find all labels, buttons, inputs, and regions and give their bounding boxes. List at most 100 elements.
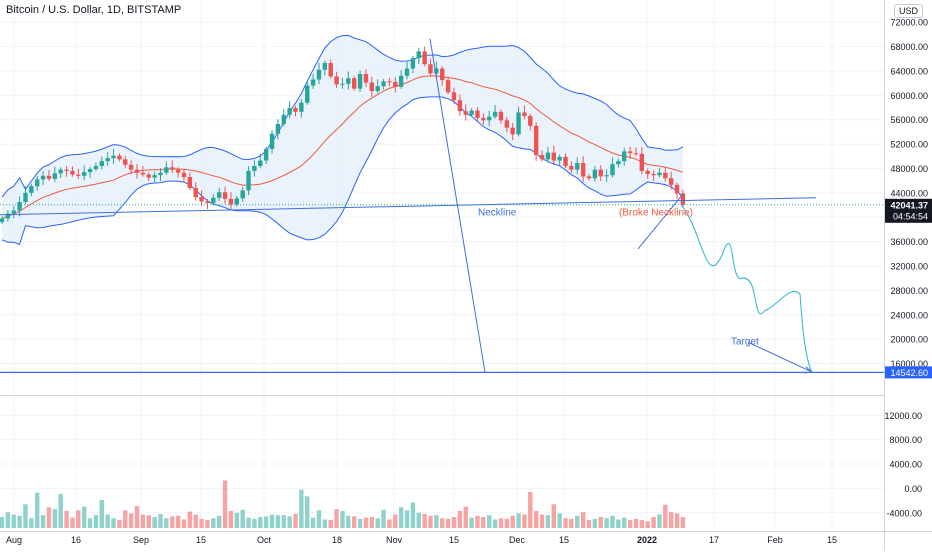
candle: [5, 210, 11, 222]
candle-body: [440, 68, 445, 81]
bollinger-band-fill: [2, 35, 683, 245]
volume-bars: [0, 480, 686, 528]
candle-body: [222, 192, 228, 199]
candle: [99, 156, 104, 170]
candle: [228, 192, 234, 211]
time-tick-label: 18: [332, 535, 342, 545]
volume-tick-label: 4000.00: [889, 460, 922, 470]
volume-bar: [258, 517, 263, 528]
volume-bar: [434, 515, 439, 528]
volume-bar: [469, 517, 474, 528]
candle: [645, 168, 650, 179]
candle-body: [111, 155, 116, 159]
candle-body: [52, 173, 58, 179]
candle: [11, 205, 16, 219]
candle-body: [175, 169, 181, 173]
candle: [651, 170, 656, 181]
volume-bar: [234, 512, 239, 528]
candle-body: [410, 58, 416, 69]
candle-body: [575, 162, 580, 170]
candle-body: [498, 111, 504, 121]
candle-body: [627, 151, 633, 154]
volume-bar: [622, 517, 627, 528]
volume-bar: [528, 492, 533, 528]
candle: [387, 77, 392, 87]
price-tick-label: 68000.00: [890, 42, 928, 52]
volume-bar: [81, 506, 87, 528]
volume-bar: [475, 515, 480, 528]
candle-body: [58, 169, 63, 174]
candle-body: [598, 169, 603, 177]
candle: [440, 66, 445, 86]
volume-bar: [533, 510, 539, 528]
candle: [545, 146, 551, 163]
candle-body: [393, 81, 398, 87]
currency-badge[interactable]: USD: [894, 4, 924, 18]
price-tick-label: 52000.00: [890, 140, 928, 150]
volume-bar: [398, 507, 404, 528]
candle-body: [457, 100, 463, 112]
volume-bar: [492, 519, 498, 528]
candle: [152, 171, 157, 183]
volume-bar: [252, 518, 257, 528]
candle-body: [357, 74, 363, 89]
volume-bar: [657, 514, 662, 528]
volume-bar: [481, 517, 486, 528]
price-tick-label: 48000.00: [890, 164, 928, 174]
candle-body: [316, 69, 322, 80]
candle: [281, 109, 286, 127]
volume-bar: [357, 518, 363, 528]
candle: [580, 156, 586, 183]
candle: [52, 166, 58, 183]
candle: [175, 167, 181, 178]
volume-bar: [93, 515, 99, 528]
candle-body: [310, 79, 316, 86]
last-price-tag-bg: [885, 198, 932, 223]
head-height-measure-line: [429, 38, 486, 373]
candle-body: [322, 63, 328, 70]
candle-body: [340, 83, 345, 85]
candle-body: [128, 164, 134, 170]
candle-body: [657, 172, 662, 176]
volume-bar: [11, 514, 16, 528]
candle: [481, 113, 486, 125]
candle: [240, 186, 245, 202]
candle-body: [557, 156, 562, 161]
volume-bar: [5, 512, 11, 528]
candle-body: [334, 76, 339, 85]
candle: [187, 172, 193, 191]
volume-bar: [181, 519, 187, 528]
candle: [616, 158, 621, 168]
symbol-title[interactable]: Bitcoin / U.S. Dollar, 1D, BITSTAMP: [6, 4, 182, 16]
candle-body: [533, 125, 539, 156]
candle-body: [11, 210, 16, 214]
candle-body: [387, 81, 392, 83]
volume-bar: [293, 513, 298, 528]
volume-bar: [428, 515, 433, 528]
volume-bar: [228, 510, 234, 528]
volume-bar: [263, 516, 269, 528]
volume-bar: [369, 517, 375, 528]
bollinger-basis: [1, 75, 684, 219]
candle: [211, 194, 216, 206]
volume-bar: [663, 504, 668, 528]
candle: [193, 182, 198, 201]
candle-body: [146, 174, 151, 178]
candle: [633, 147, 639, 156]
volume-bar: [123, 510, 128, 528]
candle-body: [269, 133, 275, 149]
candle: [170, 160, 175, 174]
candle-body: [40, 175, 46, 180]
volume-bar: [128, 513, 134, 528]
candle: [128, 160, 134, 175]
candle-body: [246, 170, 251, 191]
volume-bar: [152, 517, 157, 528]
candle: [586, 173, 592, 181]
volume-bar: [598, 517, 603, 528]
candle-body: [70, 170, 75, 175]
volume-bar: [610, 515, 615, 528]
candle: [504, 116, 510, 133]
volume-bar: [158, 513, 163, 528]
